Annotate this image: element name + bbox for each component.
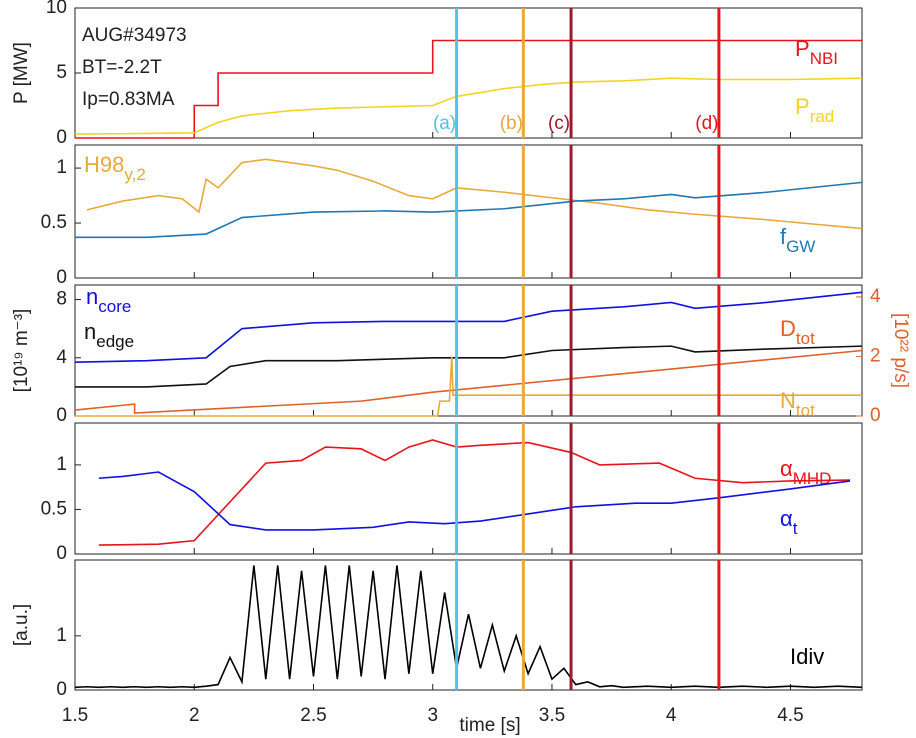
series-line: [86, 158, 863, 230]
x-tick-label: 2: [189, 705, 200, 726]
annotation: Ip=0.83MA: [82, 89, 175, 110]
series-label: Dtot: [780, 316, 815, 349]
y-tick-label: 0: [56, 127, 67, 148]
y2-tick-label: 4: [870, 286, 881, 307]
y-tick-label: 10: [46, 0, 67, 18]
y-tick-label: 4: [56, 347, 67, 368]
series-line: [98, 439, 851, 546]
event-label: (b): [500, 113, 523, 134]
series-label: αt: [780, 506, 798, 539]
annotation: AUG#34973: [82, 25, 187, 46]
series-line: [74, 291, 863, 363]
series-line: [75, 356, 862, 417]
y-tick-label: 1: [56, 454, 67, 475]
series-line: [75, 181, 863, 239]
y-tick-label: 5: [56, 62, 67, 83]
series-name: α: [780, 456, 793, 481]
x-tick-label: 3: [427, 705, 438, 726]
series-sub: edge: [96, 332, 134, 351]
series-sub: rad: [810, 107, 835, 126]
series-sub: t: [793, 519, 798, 538]
y-tick-label: 1: [56, 625, 67, 646]
y-tick-label: 0.5: [41, 212, 67, 233]
series-line: [75, 345, 863, 388]
y-axis-label: [10¹⁹ m⁻³]: [11, 309, 32, 393]
series-label: H98y,2: [84, 152, 146, 185]
series-name: α: [780, 506, 793, 531]
x-tick-label: 4: [666, 705, 677, 726]
event-label: (c): [548, 113, 570, 134]
series-label: Idiv: [790, 644, 824, 669]
event-label: (d): [695, 113, 718, 134]
event-label: (a): [433, 113, 456, 134]
y2-axis-label: [10²² p/s]: [890, 313, 911, 388]
series-sub: MHD: [793, 469, 832, 488]
series-line: [74, 349, 863, 414]
series-sub: NBI: [810, 49, 838, 68]
series-sub: tot: [796, 401, 815, 420]
series-sub: tot: [796, 329, 815, 348]
panel-frame: [74, 422, 863, 555]
series-label: fGW: [780, 224, 815, 257]
y-tick-label: 0.5: [41, 498, 67, 519]
series-name: H98: [84, 152, 124, 177]
series-label: αMHD: [780, 456, 831, 489]
y-tick-label: 1: [56, 157, 67, 178]
panel-frame: [74, 144, 863, 279]
y2-tick-label: 2: [870, 345, 881, 366]
series-sub: core: [98, 297, 131, 316]
series-name: D: [780, 316, 796, 341]
series-name: N: [780, 388, 796, 413]
series-name: Idiv: [790, 644, 824, 669]
series-line: [74, 565, 863, 689]
y-tick-label: 0: [56, 267, 67, 288]
series-name: n: [84, 319, 96, 344]
annotation: BT=-2.2T: [82, 57, 162, 78]
y-tick-label: 0: [56, 679, 67, 700]
x-tick-label: 1.5: [62, 705, 88, 726]
x-tick-label: 3.5: [539, 705, 565, 726]
panel-frame: [74, 7, 863, 139]
series-sub: y,2: [124, 165, 145, 184]
y2-tick-label: 0: [870, 405, 881, 426]
x-axis-label: time [s]: [459, 715, 520, 736]
panel-frame: [74, 559, 863, 691]
series-line: [98, 471, 851, 531]
series-line: [75, 39, 862, 139]
x-tick-label: 4.5: [777, 705, 803, 726]
series-name: P: [795, 36, 810, 61]
x-tick-label: 2.5: [300, 705, 326, 726]
y-tick-label: 0: [56, 543, 67, 564]
series-name: P: [795, 94, 810, 119]
y-tick-label: 0: [56, 405, 67, 426]
series-label: Ntot: [780, 388, 815, 421]
y-axis-label: [a.u.]: [11, 604, 32, 646]
series-label: PNBI: [795, 36, 838, 69]
series-name: n: [86, 284, 98, 309]
y-tick-label: 8: [56, 289, 67, 310]
series-label: Prad: [795, 94, 834, 127]
y-axis-label: P [MW]: [11, 42, 32, 104]
series-line: [74, 77, 863, 135]
series-name: f: [780, 224, 787, 249]
series-label: nedge: [84, 319, 134, 352]
series-sub: GW: [786, 237, 815, 256]
series-label: ncore: [86, 284, 131, 317]
